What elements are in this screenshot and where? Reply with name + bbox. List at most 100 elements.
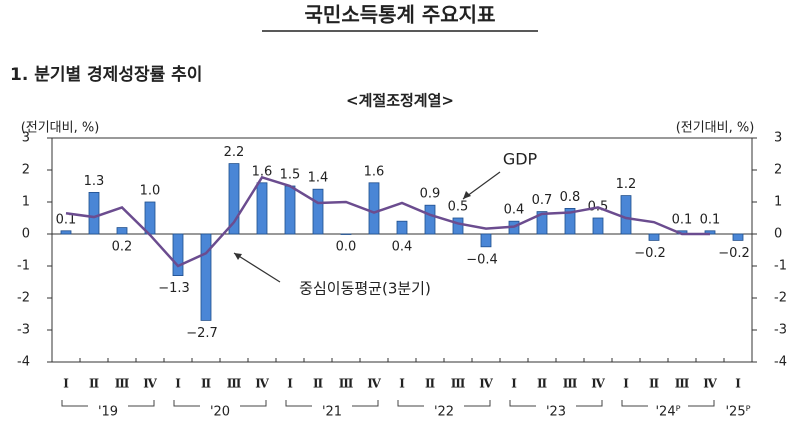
x-tick-label: Ⅱ (649, 377, 659, 391)
y-tick-label: 0 (22, 227, 30, 242)
data-label: 0.7 (532, 193, 553, 208)
y-tick-label: -1 (17, 259, 30, 274)
data-label: 0.1 (56, 212, 77, 227)
bar (256, 182, 268, 235)
year-label: '25ᴾ (725, 405, 750, 420)
bar (60, 230, 72, 235)
year-label: '22 (434, 405, 454, 420)
year-label: '19 (98, 405, 118, 420)
x-tick-label: Ⅰ (511, 377, 517, 391)
x-tick-label: Ⅲ (227, 377, 242, 391)
bar (480, 233, 492, 248)
data-label: 2.2 (224, 145, 245, 160)
data-label: 0.0 (336, 240, 357, 255)
bar (228, 163, 240, 235)
data-label: 0.1 (700, 212, 721, 227)
data-label: 1.2 (616, 177, 637, 192)
data-label: 0.1 (672, 212, 693, 227)
x-tick-label: Ⅲ (563, 377, 578, 391)
x-tick-label: Ⅳ (143, 377, 157, 391)
year-bracket (285, 400, 379, 407)
y2-tick-label: 0 (774, 227, 782, 242)
y2-tick-label: -1 (774, 259, 787, 274)
data-label: 1.6 (364, 164, 385, 179)
data-label: 1.6 (252, 164, 273, 179)
y2-tick-label: 1 (774, 195, 782, 210)
x-tick-label: Ⅰ (287, 377, 293, 391)
y-tick-label: 3 (22, 131, 30, 146)
x-tick-label: Ⅳ (367, 377, 381, 391)
x-tick-label: Ⅲ (675, 377, 690, 391)
x-tick-label: Ⅰ (63, 377, 69, 391)
data-label: 0.2 (112, 240, 133, 255)
bar (172, 233, 184, 276)
legend-ma: 중심이동평균(3분기) (299, 280, 431, 298)
x-tick-label: Ⅳ (255, 377, 269, 391)
y-tick-label: -4 (17, 355, 30, 370)
y-tick-label: 1 (22, 195, 30, 210)
bar (340, 233, 352, 235)
bar (620, 195, 632, 235)
data-label: −0.2 (634, 246, 666, 261)
bar (452, 217, 464, 235)
y2-tick-label: -2 (774, 291, 787, 306)
x-tick-label: Ⅱ (425, 377, 435, 391)
bar (536, 211, 548, 235)
year-label: '24ᴾ (655, 405, 680, 420)
x-tick-label: Ⅳ (703, 377, 717, 391)
x-tick-label: Ⅱ (537, 377, 547, 391)
year-bracket (509, 400, 603, 407)
data-label: 1.3 (84, 174, 105, 189)
data-label: 0.9 (420, 187, 441, 202)
x-tick-label: Ⅱ (89, 377, 99, 391)
x-tick-label: Ⅲ (339, 377, 354, 391)
y-tick-label: -2 (17, 291, 30, 306)
bar (396, 220, 408, 235)
x-tick-label: Ⅱ (201, 377, 211, 391)
bar (284, 185, 296, 235)
bar (564, 207, 576, 235)
y2-tick-label: 2 (774, 163, 782, 178)
bar (368, 182, 380, 235)
year-label: '21 (322, 405, 342, 420)
x-tick-label: Ⅰ (623, 377, 629, 391)
bar (312, 188, 324, 235)
y2-tick-label: -4 (774, 355, 787, 370)
year-bracket (173, 400, 267, 407)
y2-axis-label: (전기대비, %) (676, 121, 755, 136)
bar (144, 201, 156, 235)
x-tick-label: Ⅱ (313, 377, 323, 391)
year-bracket (621, 400, 715, 407)
y2-tick-label: -3 (774, 323, 787, 338)
y-tick-label: 2 (22, 163, 30, 178)
x-tick-label: Ⅲ (115, 377, 130, 391)
bar (648, 233, 660, 241)
data-label: 1.0 (140, 184, 161, 199)
year-label: '20 (210, 405, 230, 420)
x-tick-label: Ⅲ (451, 377, 466, 391)
x-tick-label: Ⅳ (479, 377, 493, 391)
legend-gdp: GDP (503, 150, 538, 169)
data-label: 0.8 (560, 190, 581, 205)
arrow-head (234, 253, 242, 260)
bar (732, 233, 744, 241)
data-label: 0.4 (392, 240, 413, 255)
data-label: −0.2 (718, 246, 750, 261)
bar (116, 227, 128, 235)
plot-frame (51, 137, 753, 363)
x-tick-label: Ⅰ (399, 377, 405, 391)
year-bracket (61, 400, 155, 407)
data-label: 1.5 (280, 168, 301, 183)
data-label: −0.4 (466, 252, 498, 267)
data-label: −1.3 (158, 281, 190, 296)
data-label: −2.7 (186, 326, 218, 341)
y-tick-label: -3 (17, 323, 30, 338)
subtitle: <계절조정계열> (346, 92, 454, 110)
chart-title: 국민소득통계 주요지표 (305, 3, 496, 27)
y2-tick-label: 3 (774, 131, 782, 146)
year-bracket (397, 400, 491, 407)
x-tick-label: Ⅰ (735, 377, 741, 391)
data-label: 1.4 (308, 171, 329, 186)
x-tick-label: Ⅳ (591, 377, 605, 391)
